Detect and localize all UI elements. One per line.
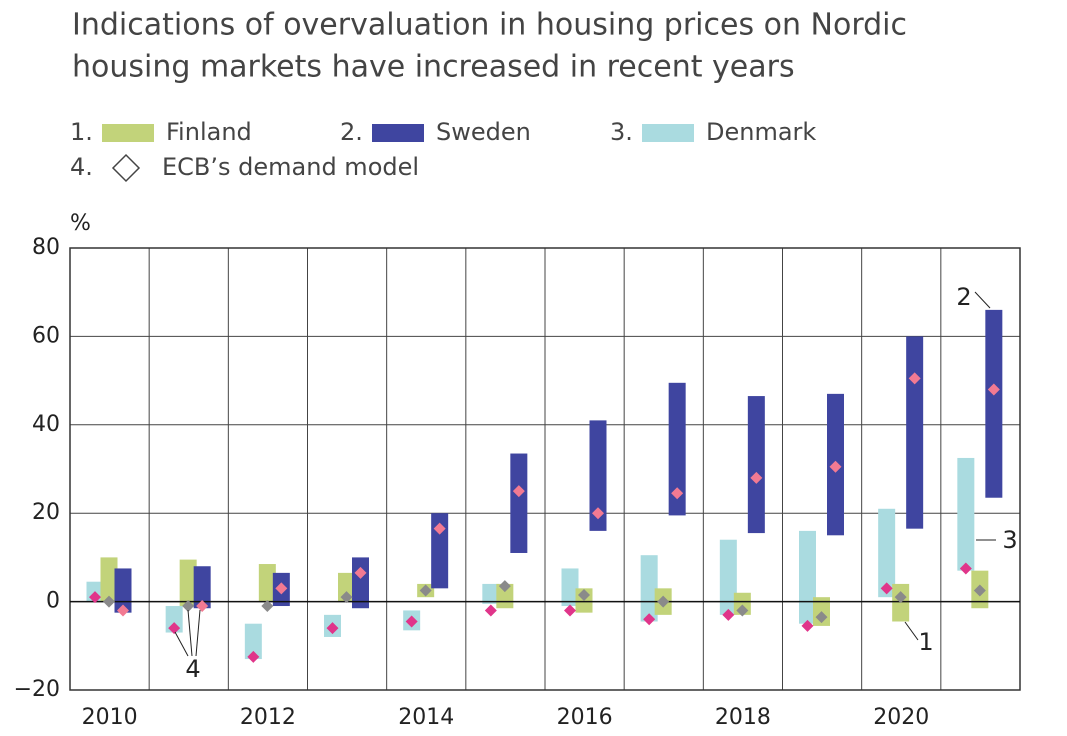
model-marker: [722, 608, 735, 621]
model-marker: [512, 485, 525, 498]
range-bar: [906, 336, 924, 529]
range-bar: [165, 606, 183, 633]
model-marker: [103, 595, 115, 608]
model-marker: [484, 604, 497, 617]
legend-number: 3.: [610, 118, 633, 146]
model-marker: [578, 588, 590, 601]
legend-swatch: [642, 124, 694, 142]
chart-title: Indications of overvaluation in housing …: [72, 8, 907, 43]
model-marker: [564, 604, 576, 617]
y-tick-label: 20: [32, 500, 60, 525]
legend-number: 1.: [70, 118, 93, 146]
model-marker: [196, 600, 209, 613]
model-marker: [880, 582, 893, 595]
annotation-line: [187, 609, 193, 657]
plot-frame: [69, 247, 1021, 691]
annotation: 3: [1002, 526, 1017, 554]
model-marker: [275, 582, 288, 595]
model-marker: [419, 584, 432, 597]
range-bar: [258, 564, 276, 602]
model-marker: [801, 619, 814, 632]
range-bar: [640, 555, 658, 622]
range-bar: [957, 457, 975, 571]
model-marker: [657, 595, 670, 608]
model-marker: [433, 522, 446, 535]
legend-label: Sweden: [436, 118, 531, 146]
annotation-line: [974, 291, 991, 309]
model-marker: [643, 613, 656, 626]
annotation: 2: [956, 283, 971, 311]
model-marker: [894, 591, 907, 604]
model-marker: [973, 584, 986, 597]
range-bar: [561, 568, 579, 607]
range-bar: [985, 309, 1003, 498]
range-bar: [193, 566, 211, 609]
model-marker: [498, 580, 511, 593]
range-bar: [668, 382, 686, 516]
legend-number: 2.: [340, 118, 363, 146]
annotation-line: [904, 621, 919, 641]
model-marker: [89, 591, 101, 604]
y-unit: %: [70, 211, 91, 236]
model-marker: [405, 615, 418, 628]
x-tick-label: 2014: [398, 705, 454, 730]
model-marker: [326, 622, 339, 635]
legend-label: Denmark: [706, 118, 816, 146]
y-tick-label: 80: [32, 235, 60, 260]
range-bar: [482, 583, 500, 604]
model-marker: [959, 562, 972, 575]
x-tick-label: 2016: [557, 705, 613, 730]
range-bar: [510, 453, 528, 553]
legend-diamond: [111, 153, 141, 183]
legend-swatch: [372, 124, 424, 142]
range-bar: [100, 557, 118, 602]
range-bar: [431, 513, 449, 589]
model-marker: [340, 591, 353, 604]
model-marker: [168, 622, 181, 635]
range-bar: [719, 539, 737, 615]
model-marker: [908, 372, 921, 385]
x-tick-label: 2020: [873, 705, 929, 730]
range-bar: [244, 623, 262, 660]
annotation-line: [174, 631, 189, 657]
y-tick-label: 0: [46, 589, 60, 614]
annotation-line: [195, 609, 201, 657]
range-bar: [799, 530, 816, 624]
model-marker: [750, 471, 763, 484]
legend-number: 4.: [70, 153, 93, 181]
model-marker: [182, 600, 195, 613]
y-tick-label: 60: [32, 323, 60, 348]
range-bar: [179, 559, 197, 607]
model-marker: [671, 487, 684, 500]
x-tick-label: 2012: [240, 705, 296, 730]
model-marker: [117, 604, 129, 617]
model-marker: [815, 611, 828, 624]
x-tick-label: 2010: [82, 705, 138, 730]
model-marker: [261, 600, 274, 613]
chart-title: housing markets have increased in recent…: [72, 50, 795, 85]
model-marker: [247, 650, 260, 663]
range-bar: [338, 572, 355, 602]
range-bar: [747, 396, 765, 534]
x-tick-label: 2018: [715, 705, 771, 730]
legend-label: Finland: [166, 118, 252, 146]
range-bar: [352, 557, 369, 609]
model-marker: [354, 566, 367, 579]
model-marker: [736, 604, 749, 617]
annotation: 1: [918, 628, 933, 656]
annotation: 4: [185, 655, 200, 683]
range-bar: [878, 508, 896, 598]
legend-label: ECB’s demand model: [162, 153, 419, 181]
model-marker: [829, 460, 842, 473]
model-marker: [987, 383, 1000, 396]
legend-swatch: [102, 124, 154, 142]
y-tick-label: −20: [14, 677, 60, 702]
y-tick-label: 40: [32, 412, 60, 437]
model-marker: [592, 507, 604, 520]
range-bar: [589, 420, 607, 531]
